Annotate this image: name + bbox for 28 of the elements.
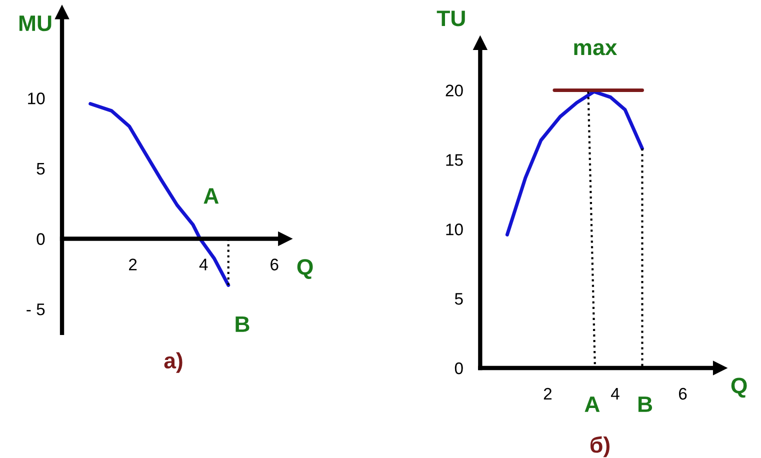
x-axis-title: Q <box>297 259 313 279</box>
text: а) <box>164 352 182 373</box>
y-tick-label: 20 <box>446 84 463 96</box>
x-tick-label: 2 <box>544 388 552 400</box>
x-tick-label: 4 <box>610 388 620 400</box>
annotation: B <box>638 396 652 412</box>
y-tick-label: 0 <box>454 362 463 374</box>
y-tick-label: 5 <box>36 163 45 175</box>
y-tick-label: 5 <box>454 293 463 305</box>
y-tick-label: 0 <box>36 233 45 245</box>
y-tick-label: 15 <box>446 154 463 166</box>
x-tick-label: 2 <box>129 258 137 270</box>
annotation: A <box>584 396 600 412</box>
annotation: A <box>204 188 219 204</box>
x-tick-label: 4 <box>199 258 208 270</box>
y-axis-title: TU <box>436 10 465 26</box>
x-axis-title: Q <box>731 378 747 398</box>
annotation: max <box>574 43 618 56</box>
line-series <box>505 90 644 236</box>
y-tick-label: - 5 <box>26 304 45 316</box>
line-series <box>88 102 230 287</box>
y-tick-label: 10 <box>28 92 45 104</box>
x-tick-label: 6 <box>270 258 278 270</box>
x-tick-label: 6 <box>678 388 687 400</box>
y-axis-title: MU <box>19 16 52 32</box>
annotation: B <box>236 316 250 332</box>
y-tick-label: 10 <box>446 224 463 236</box>
text: б) <box>590 436 610 458</box>
